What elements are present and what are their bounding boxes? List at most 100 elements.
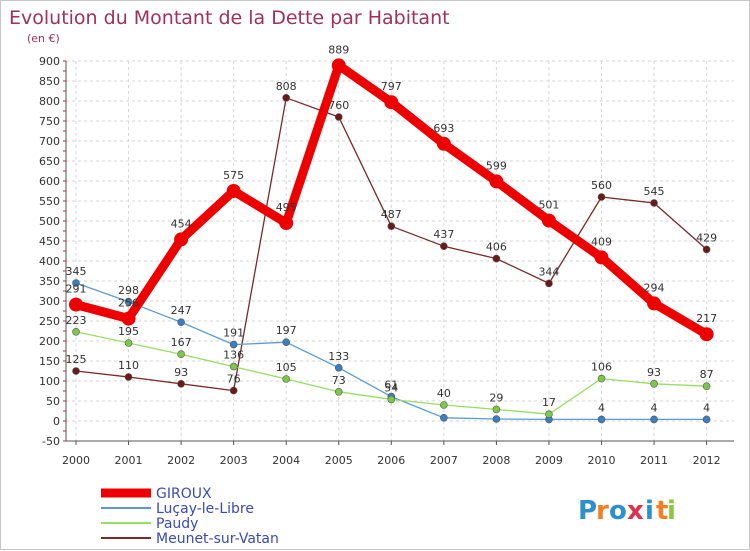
data-point — [124, 373, 133, 381]
y-tick-label: 900 — [39, 55, 60, 68]
grid — [66, 60, 734, 442]
data-label: 487 — [381, 208, 402, 221]
chart-title: Evolution du Montant de la Dette par Hab… — [9, 7, 450, 29]
data-point — [489, 174, 504, 189]
y-tick-label: 850 — [39, 75, 60, 88]
data-label: 197 — [276, 324, 297, 337]
data-point — [387, 222, 396, 230]
data-point — [177, 318, 185, 327]
data-point — [699, 327, 714, 342]
brand-letter: i — [645, 496, 654, 526]
x-tick-label: 2005 — [325, 454, 353, 467]
data-point — [331, 58, 346, 73]
data-point — [597, 415, 606, 424]
data-label: 575 — [223, 169, 244, 182]
data-point — [594, 250, 609, 265]
data-point — [647, 296, 662, 311]
data-point — [121, 311, 136, 326]
data-label: 93 — [647, 366, 661, 379]
y-tick-label: 700 — [39, 135, 60, 148]
data-point — [124, 339, 133, 347]
data-label: 437 — [433, 228, 454, 241]
data-point — [541, 213, 556, 228]
data-point — [69, 297, 83, 312]
data-point — [72, 327, 80, 336]
data-point — [492, 254, 501, 263]
data-label: 76 — [227, 373, 241, 386]
y-tick-label: 800 — [39, 95, 60, 108]
data-label: 406 — [486, 241, 507, 254]
x-tick-label: 2009 — [535, 454, 563, 467]
data-label: 4 — [651, 401, 658, 414]
legend-label: Paudy — [156, 516, 198, 532]
brand-letter: i — [667, 496, 676, 526]
axes: -50 0 50 100 150 200 250 300 350 400 450 500 550 600 6… — [39, 55, 734, 467]
data-label: 693 — [433, 122, 454, 135]
data-label: 191 — [223, 327, 244, 340]
series-Luçay-le-Libre: 345 298 247 191 197 133 61 4 4 4 — [66, 265, 711, 424]
x-tick-label: 2012 — [693, 454, 721, 467]
legend-label: GIROUX — [156, 486, 212, 502]
x-tick-label: 2010 — [588, 454, 616, 467]
data-point — [229, 340, 238, 349]
brand-letter: o — [609, 496, 627, 526]
data-label: 40 — [437, 387, 451, 400]
y-tick-label: 550 — [39, 195, 60, 208]
data-label: 560 — [591, 179, 612, 192]
y-tick-label: 100 — [39, 375, 60, 388]
data-point — [226, 184, 241, 198]
legend: GIROUXLuçay-le-LibrePaudyMeunet-sur-Vata… — [101, 486, 279, 547]
data-label: 54 — [384, 381, 398, 394]
y-tick-label: 450 — [39, 235, 60, 248]
data-label: 760 — [328, 99, 349, 112]
data-point — [72, 367, 80, 375]
data-label: 4 — [703, 401, 710, 414]
data-label: 344 — [538, 265, 559, 278]
data-label: 110 — [118, 359, 139, 372]
y-tick-label: 150 — [39, 355, 60, 368]
series-Paudy: 223 195 167 136 105 73 54 40 29 17 106 93 87 — [66, 314, 714, 419]
y-tick-label: 0 — [53, 415, 60, 428]
y-tick-label: 650 — [39, 155, 60, 168]
data-point — [177, 350, 185, 359]
data-point — [597, 374, 606, 383]
x-tick-label: 2007 — [430, 454, 458, 467]
data-label: 93 — [174, 366, 188, 379]
brand-letter: P — [578, 496, 597, 526]
y-tick-label: 750 — [39, 115, 60, 128]
y-tick-label: -50 — [42, 435, 60, 448]
data-label: 195 — [118, 325, 139, 338]
data-point — [492, 405, 501, 414]
y-tick-label: 400 — [39, 255, 60, 268]
data-point — [650, 379, 658, 388]
x-tick-label: 2002 — [167, 454, 195, 467]
data-label: 106 — [591, 361, 612, 374]
y-tick-label: 200 — [39, 335, 60, 348]
data-label: 17 — [542, 396, 556, 409]
y-tick-label: 300 — [39, 295, 60, 308]
data-label: 133 — [328, 350, 349, 363]
data-point — [436, 136, 451, 151]
data-label: 223 — [66, 314, 87, 327]
x-tick-label: 2003 — [220, 454, 248, 467]
data-point — [229, 362, 238, 371]
x-tick-label: 2000 — [62, 454, 90, 467]
brand-logo: Pr o x i ti — [578, 496, 676, 526]
data-point — [440, 413, 448, 422]
data-point — [334, 113, 343, 121]
data-label: 409 — [591, 235, 612, 248]
x-tick-label: 2011 — [640, 454, 668, 467]
data-point — [440, 401, 448, 409]
legend-label: Meunet-sur-Vatan — [156, 531, 279, 547]
data-label: 247 — [171, 304, 192, 317]
data-point — [440, 242, 448, 250]
data-point — [279, 216, 294, 230]
x-tick-label: 2004 — [272, 454, 300, 467]
data-label: 454 — [171, 217, 192, 230]
data-point — [124, 297, 133, 306]
data-point — [334, 387, 343, 396]
data-point — [597, 193, 606, 201]
